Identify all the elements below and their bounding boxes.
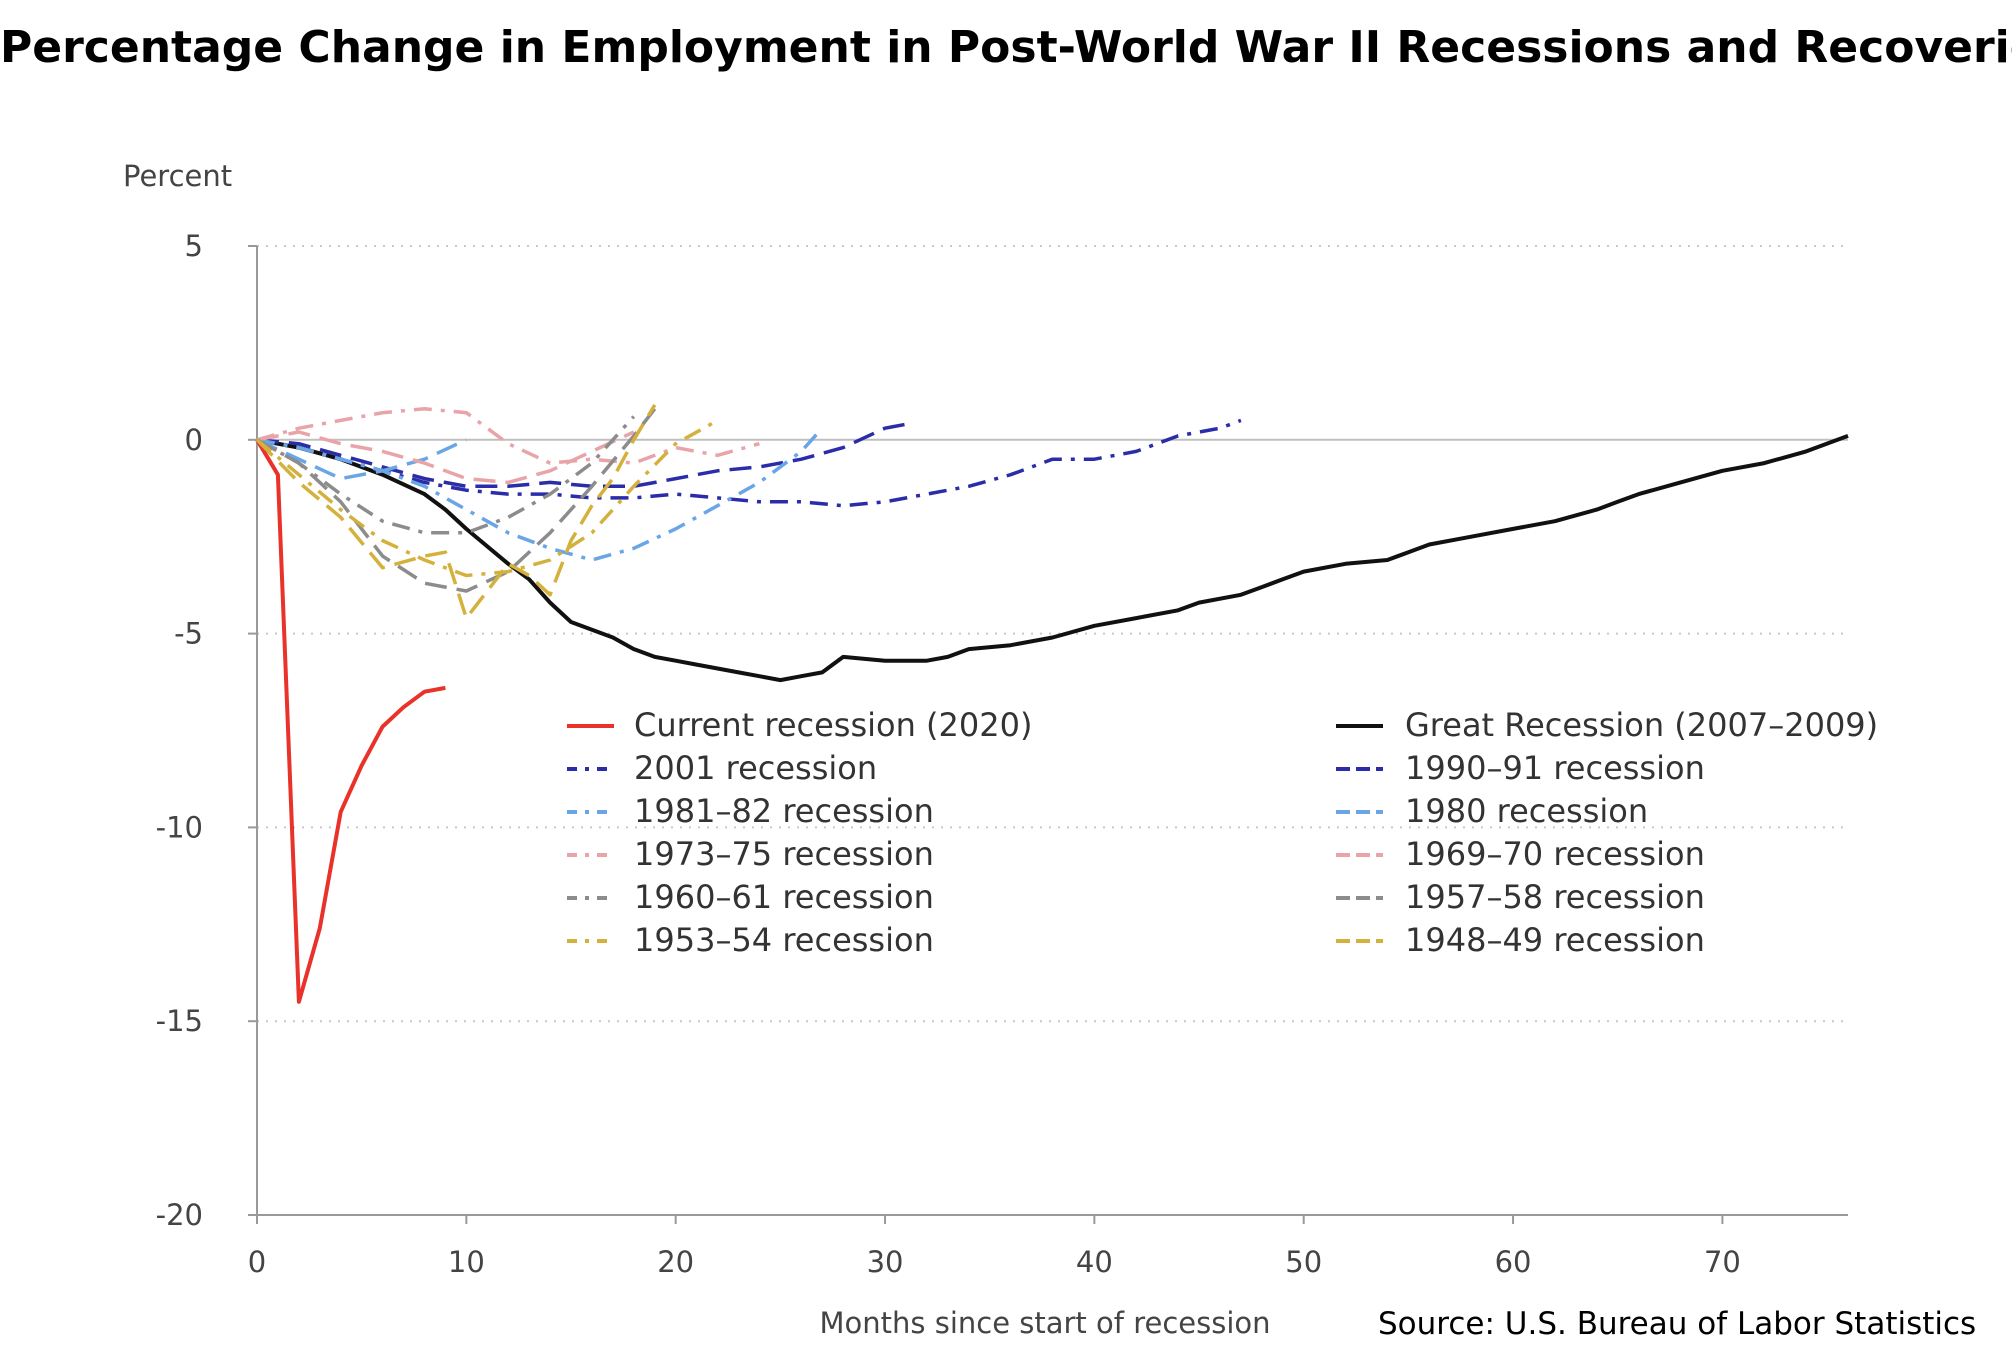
legend-label: 1960–61 recession [634,878,934,916]
chart-title: Percentage Change in Employment in Post-… [0,22,2012,73]
legend: Current recession (2020) 2001 recession 19… [567,706,1878,959]
x-tick-label: 10 [448,1245,485,1279]
x-tick-label: 0 [248,1245,266,1279]
series-line [256,430,635,485]
legend-label: 1948–49 recession [1405,921,1705,959]
y-tick-label: 0 [185,423,203,457]
x-tick-label: 70 [1704,1245,1741,1279]
series-lines [255,403,1849,1004]
legend-label: 2001 recession [634,749,877,787]
x-tick-label: 40 [1076,1245,1113,1279]
legend-label: Current recession (2020) [634,706,1032,744]
x-axis-label: Months since start of recession [819,1306,1270,1340]
series-line [256,415,636,535]
y-tick-label: -15 [156,1004,203,1038]
legend-label: 1953–54 recession [634,921,934,959]
legend-label: Great Recession (2007–2009) [1405,706,1878,744]
legend-label: 1980 recession [1405,792,1648,830]
y-tick-label: -20 [156,1198,203,1232]
series-line [256,418,1242,508]
axes: 50-5-10-15-200 10 20 30 40 50 60 70PercentMonth… [123,159,1848,1340]
x-tick-label: 50 [1285,1245,1322,1279]
x-tick-label: 30 [867,1245,904,1279]
y-axis-label: Percent [123,159,232,193]
series-line [256,407,657,593]
legend-label: 1990–91 recession [1405,749,1705,787]
y-tick-label: -5 [174,617,203,651]
y-tick-label: -10 [156,810,203,844]
legend-label: 1973–75 recession [634,835,934,873]
series-line [255,418,719,578]
series-line [255,438,446,1004]
legend-label: 1957–58 recession [1405,878,1705,916]
x-tick-label: 60 [1495,1245,1532,1279]
series-line [256,427,824,562]
legend-label: 1981–82 recession [634,792,934,830]
gridlines [257,245,1848,1023]
series-line [256,407,760,465]
series-line [255,403,657,620]
source-note: Source: U.S. Bureau of Labor Statistics [1378,1306,1977,1342]
y-tick-label: 5 [185,229,203,263]
series-line [256,438,468,481]
legend-label: 1969–70 recession [1405,835,1705,873]
series-line [256,434,1849,683]
x-tick-label: 20 [657,1245,694,1279]
